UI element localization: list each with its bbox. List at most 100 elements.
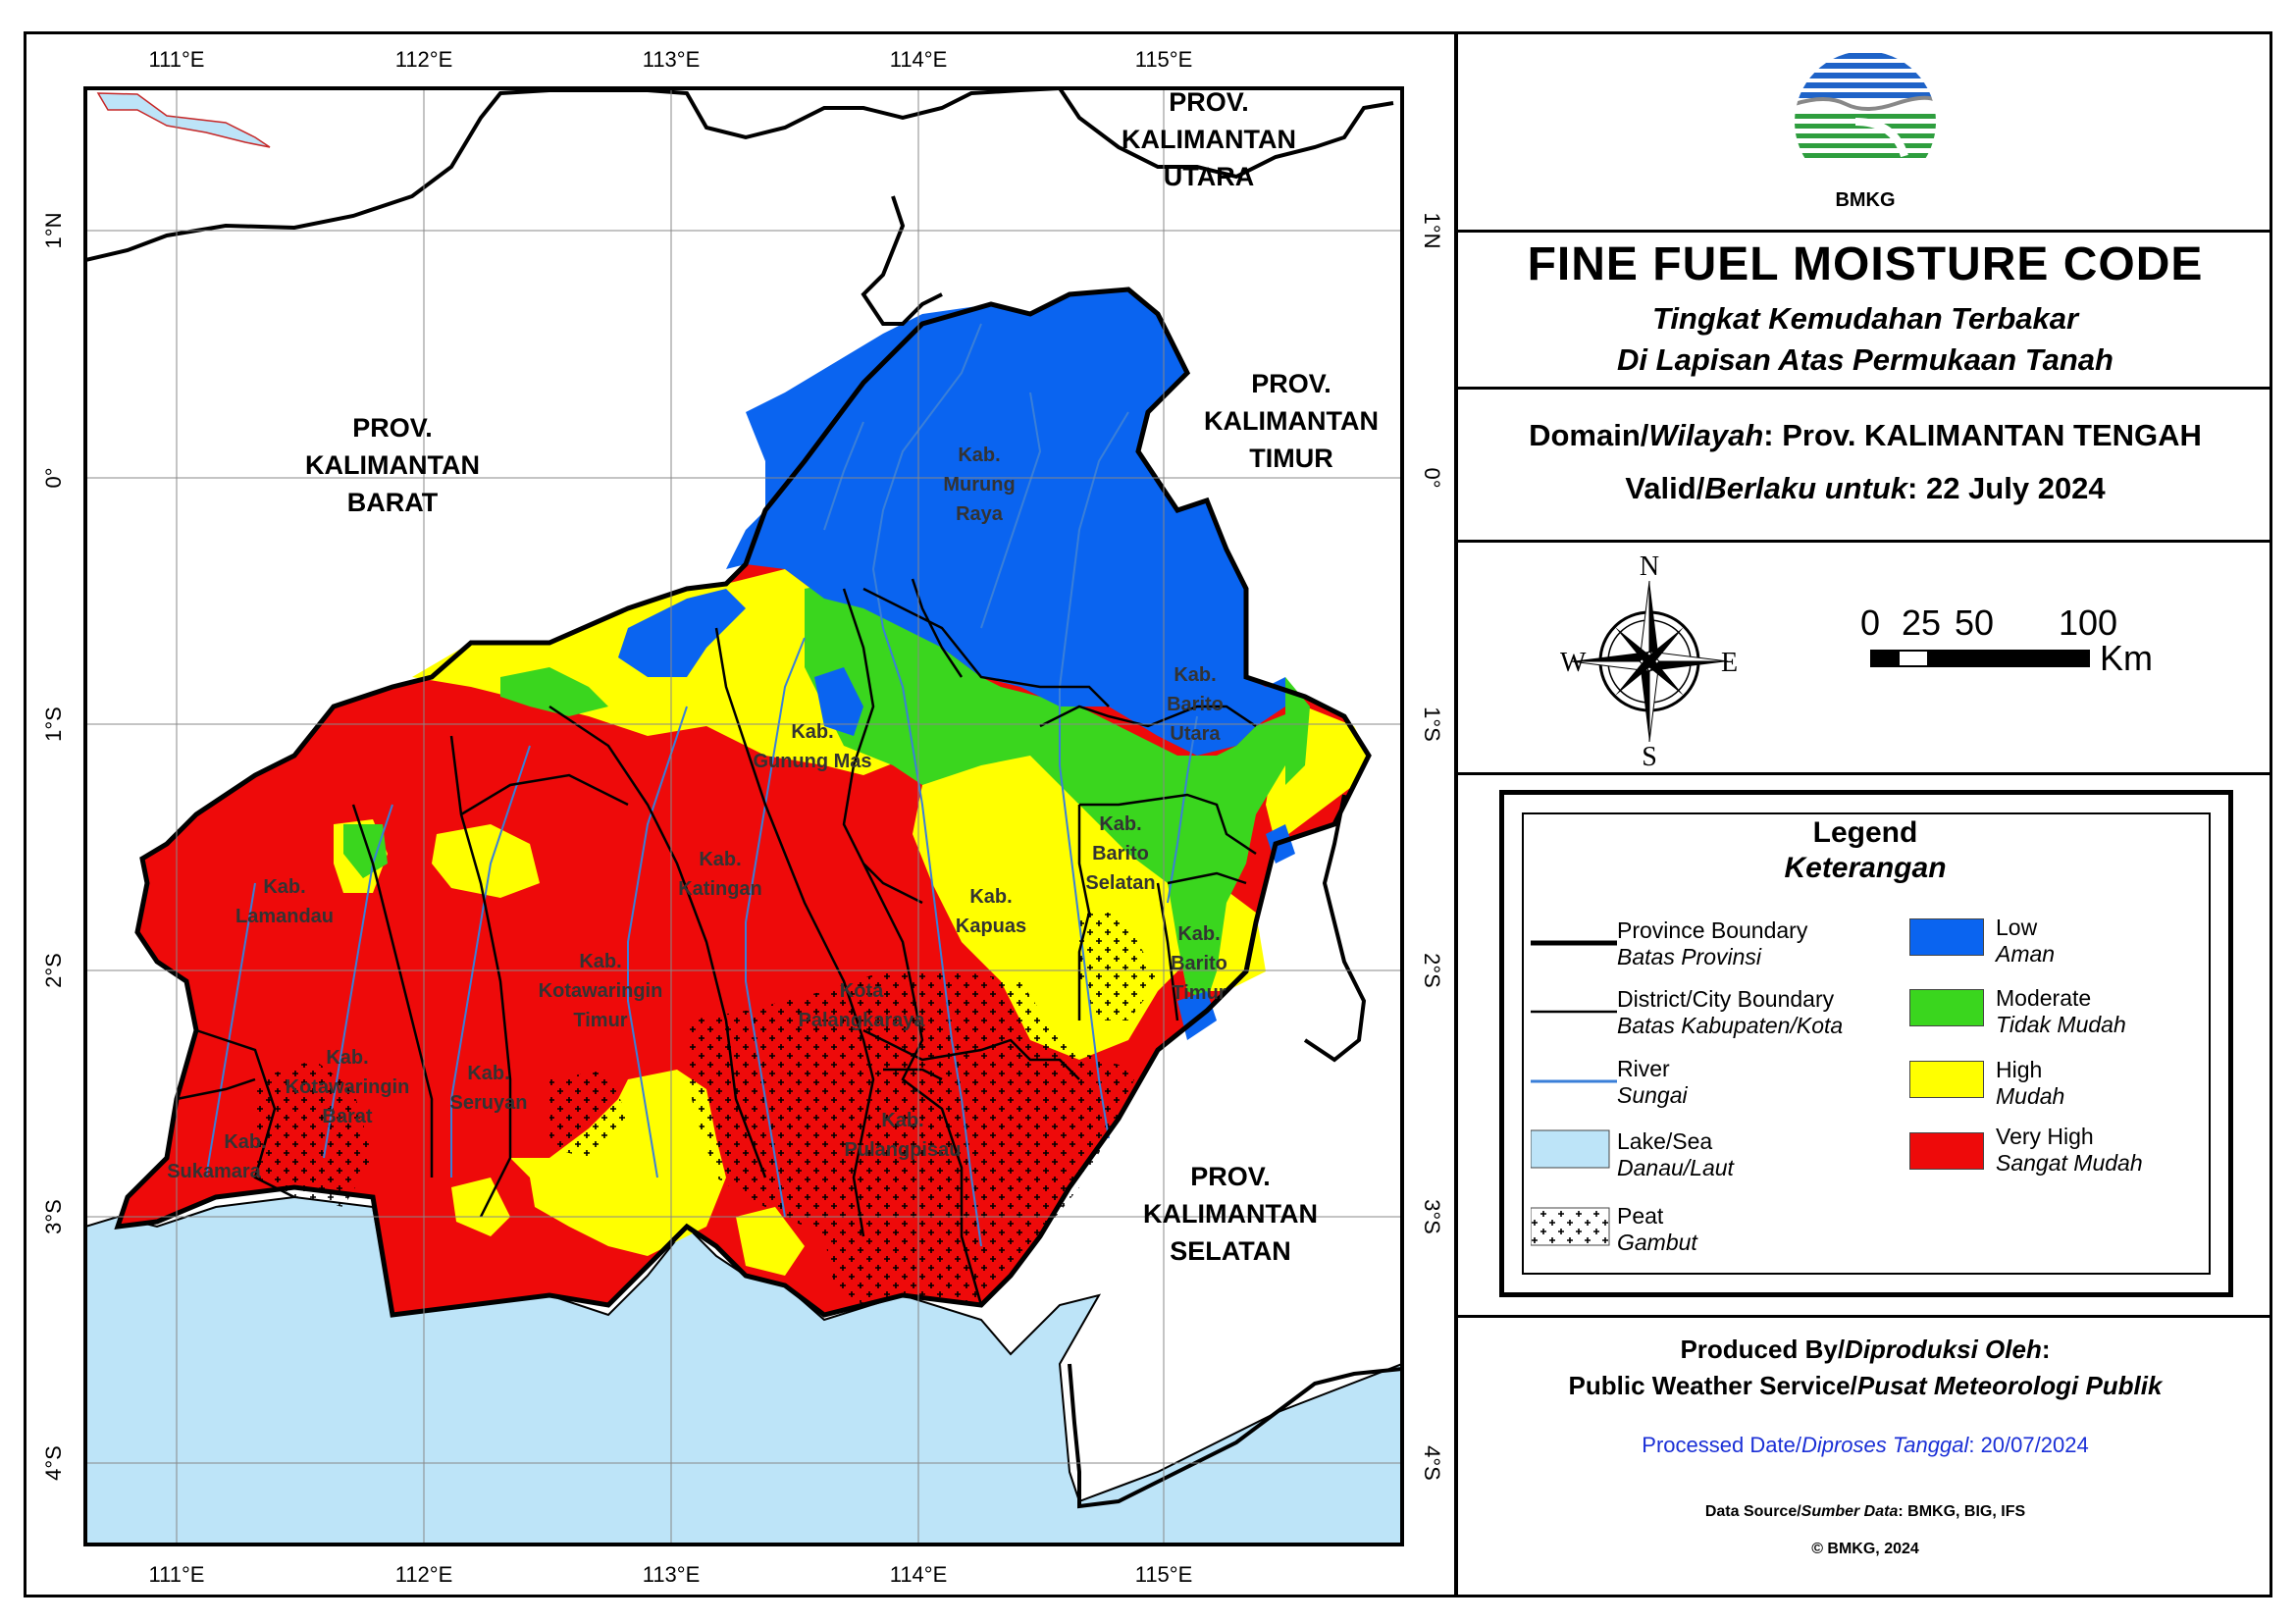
domain-value: : Prov. KALIMANTAN TENGAH	[1763, 418, 2202, 452]
legend-item-very-high: Very High Sangat Mudah	[1996, 1124, 2143, 1176]
district-label-sukamara: Sukamara	[167, 1161, 261, 1182]
map-frame	[24, 31, 2272, 1597]
district-label-pulang-pisau: Pulangpisau	[845, 1139, 962, 1161]
district-label-lamandau: Kab.	[263, 876, 305, 898]
divider	[1458, 540, 2272, 543]
district-label-kobar: Barat	[322, 1106, 372, 1127]
lat-label-right: 2°S	[1420, 953, 1444, 988]
district-label-barito-timur: Barito	[1171, 953, 1227, 974]
valid-label-id: Berlaku untuk	[1704, 471, 1908, 505]
legend-item-peat: Peat Gambut	[1617, 1203, 1697, 1255]
district-label-lamandau: Lamandau	[235, 906, 334, 927]
legend-symbols-left	[1531, 940, 1617, 1246]
province-label-selatan: PROV.	[1190, 1162, 1271, 1191]
map-subtitle-1: Tingkat Kemudahan Terbakar	[1651, 301, 2079, 336]
legend-item-district: District/City Boundary Batas Kabupaten/Ko…	[1617, 986, 1844, 1038]
district-label-seruyan: Kab.	[467, 1063, 509, 1084]
province-label-barat: PROV.	[352, 413, 433, 443]
province-label-selatan: KALIMANTAN	[1143, 1199, 1318, 1229]
valid-line: Valid/Berlaku untuk: 22 July 2024	[1458, 471, 2272, 506]
produced-by: Produced By/Diproduksi Oleh:	[1680, 1335, 2051, 1364]
scale-unit: Km	[2100, 638, 2153, 678]
province-label-timur: KALIMANTAN	[1204, 406, 1379, 436]
map-neatline	[83, 86, 1404, 1546]
province-label-barat: KALIMANTAN	[305, 450, 480, 480]
risk-low-areas	[618, 289, 1295, 1040]
province-label-utara: PROV.	[1169, 87, 1249, 117]
domain-line: Domain/Wilayah: Prov. KALIMANTAN TENGAH	[1458, 418, 2272, 453]
district-label-barito-timur: Timur	[1172, 982, 1226, 1004]
district-label-kobar: Kotawaringin	[286, 1076, 410, 1098]
lon-label-bottom: 114°E	[890, 1562, 948, 1587]
legend-lake-swatch	[1531, 1129, 1610, 1169]
domain-panel: Domain/Wilayah: Prov. KALIMANTAN TENGAH …	[1458, 393, 2272, 540]
district-label-seruyan: Seruyan	[450, 1092, 528, 1114]
lat-label-right: 4°S	[1420, 1445, 1444, 1481]
legend-peat-swatch	[1531, 1207, 1610, 1246]
lon-label-bottom: 111°E	[149, 1562, 205, 1587]
credits-panel: Produced By/Diproduksi Oleh: Public Weat…	[1458, 1335, 2272, 1590]
scale-label: 100	[2059, 602, 2118, 643]
legend-title: Legend	[1812, 816, 1918, 849]
district-label-kobar: Kab.	[326, 1047, 368, 1069]
lat-label-right: 1°N	[1420, 213, 1444, 249]
scale-bar-graphic	[1870, 650, 2090, 667]
district-label-katingan: Kab.	[699, 849, 741, 870]
compass-s: S	[1642, 742, 1657, 767]
logo-text: BMKG	[1835, 189, 1896, 211]
scale-label: 25	[1902, 602, 1942, 643]
rivers	[205, 323, 1198, 1247]
lon-label-bottom: 113°E	[643, 1562, 701, 1587]
lat-label-right: 3°S	[1420, 1199, 1444, 1234]
legend-item-high: High Mudah	[1996, 1057, 2065, 1109]
province-label-timur: PROV.	[1251, 369, 1331, 398]
district-label-barito-selatan: Barito	[1092, 843, 1149, 864]
scale-bar: 0 25 50 100 Km	[1860, 602, 2194, 691]
compass-w: W	[1560, 648, 1587, 678]
graticule	[85, 88, 1402, 1544]
district-label-kotim: Kab.	[579, 951, 621, 972]
map-title: FINE FUEL MOISTURE CODE	[1527, 238, 2204, 290]
district-label-kotim: Kotawaringin	[539, 980, 663, 1002]
legend-item-river: River Sungai	[1617, 1056, 1688, 1108]
province-label-selatan: SELATAN	[1170, 1236, 1291, 1266]
district-label-gunung-mas: Kab.	[791, 721, 833, 743]
scale-label: 50	[1955, 602, 1995, 643]
district-label-murung-raya: Kab.	[958, 445, 1000, 466]
legend-high-swatch	[1909, 1061, 1984, 1098]
logo-panel: BMKG	[1458, 35, 2272, 230]
north-arrow-icon: N S W E	[1560, 551, 1738, 767]
copyright: © BMKG, 2024	[1811, 1541, 1919, 1557]
district-label-barito-utara: Utara	[1170, 723, 1221, 745]
district-label-barito-selatan: Kab.	[1099, 813, 1141, 835]
risk-moderate-areas	[343, 579, 1310, 1001]
map-subtitle-2: Di Lapisan Atas Permukaan Tanah	[1617, 342, 2113, 377]
lon-label-top: 112°E	[395, 47, 453, 72]
panel-divider	[1454, 31, 1458, 1597]
district-label-murung-raya: Raya	[956, 503, 1004, 525]
legend-item-province: Province Boundary Batas Provinsi	[1617, 917, 1808, 969]
compass-n: N	[1640, 551, 1659, 582]
lon-label-bottom: 112°E	[395, 1562, 453, 1587]
bmkg-logo-icon	[1795, 51, 1936, 192]
divider	[1458, 1315, 2272, 1318]
valid-label: Valid/	[1625, 471, 1705, 505]
legend-subtitle: Keterangan	[1784, 852, 1947, 884]
district-label-kapuas: Kab.	[969, 886, 1012, 908]
producer-name: Public Weather Service/Pusat Meteorologi…	[1568, 1371, 2163, 1400]
district-label-palangkaraya: Palangkaraya	[799, 1010, 926, 1031]
legend-heading: Legend Keterangan	[1458, 816, 2272, 885]
province-label-utara: UTARA	[1164, 162, 1254, 191]
divider	[1458, 230, 2272, 233]
lat-label-left: 4°S	[41, 1445, 66, 1481]
lat-label-left: 1°S	[41, 707, 66, 742]
legend	[1522, 812, 2211, 1275]
lon-label-top: 115°E	[1135, 47, 1193, 72]
district-label-murung-raya: Murung	[943, 474, 1015, 496]
legend-item-low: Low Aman	[1996, 915, 2056, 967]
district-label-gunung-mas: Gunung Mas	[753, 751, 871, 772]
lat-label-right: 1°S	[1420, 707, 1444, 742]
processed-date: Processed Date/Diproses Tanggal: 20/07/2…	[1642, 1433, 2089, 1457]
legend-very-high-swatch	[1909, 1132, 1984, 1170]
province-boundary-kalteng	[114, 287, 1372, 1318]
